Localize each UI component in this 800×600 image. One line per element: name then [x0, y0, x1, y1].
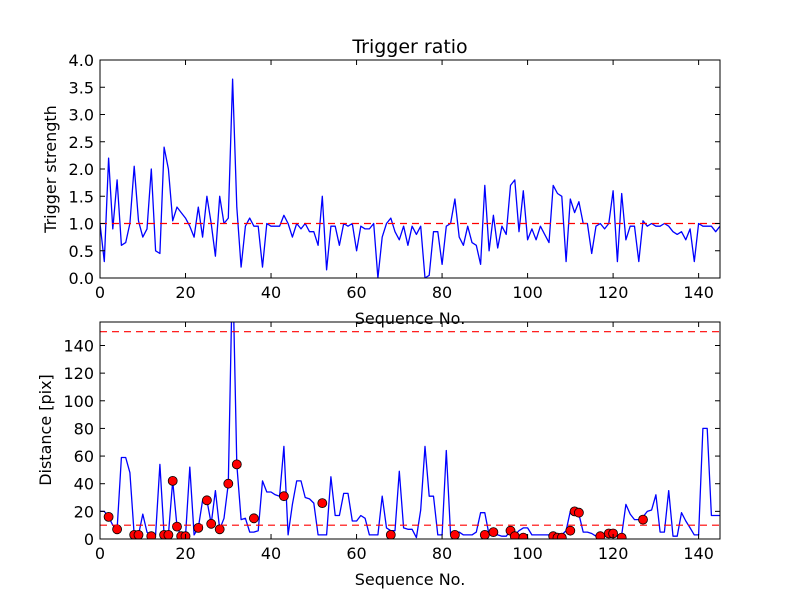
x-tick-label: 120 — [598, 283, 629, 302]
series-group — [100, 322, 720, 539]
data-point — [479, 530, 490, 539]
x-tick-label: 140 — [683, 544, 714, 563]
data-point — [172, 521, 182, 532]
data-point — [574, 507, 584, 518]
data-point — [146, 531, 157, 539]
distance-panel: Distance [pix] Sequence No. 0 20 40 60 80 100… — [36, 321, 721, 589]
x-tick-label: 60 — [346, 544, 366, 563]
data-point — [556, 532, 567, 539]
y-tick-label: 3.5 — [69, 78, 94, 97]
data-point — [167, 475, 178, 486]
y-tick-label: 140 — [63, 336, 94, 355]
data-point — [133, 530, 144, 539]
x-tick-label: 80 — [432, 283, 452, 302]
trigger-ratio-panel: Trigger ratio Trigger strength Sequence … — [41, 36, 721, 328]
x-tick-label: 20 — [175, 544, 195, 563]
y-tick-label: 3.0 — [69, 106, 94, 125]
axes-frame — [99, 321, 721, 540]
data-point — [201, 495, 212, 506]
y-tick-label: 0.0 — [69, 269, 94, 288]
y-tick-label: 4.0 — [69, 51, 94, 70]
series-line — [100, 78, 720, 278]
x-tick-label: 40 — [261, 544, 281, 563]
y-tick-label: 1.0 — [69, 215, 94, 234]
y-tick-label: 0 — [84, 530, 94, 549]
y-tick-label: 120 — [63, 364, 94, 383]
y-axis-label: Distance [pix] — [36, 374, 55, 486]
y-tick-label: 20 — [74, 502, 94, 521]
plot-area: 0 20 40 60 80 100 120 140 0 20 40 60 80 100 120 140 — [63, 321, 721, 563]
data-point — [103, 512, 114, 522]
y-tick-label: 60 — [74, 447, 94, 466]
data-point — [450, 530, 460, 539]
y-tick-label: 80 — [74, 419, 94, 438]
y-tick-label: 100 — [63, 392, 94, 411]
data-point — [112, 524, 122, 535]
plot-area: 0 20 40 60 80 100 120 140 0.0 0.5 1.0 1.5 2.0 2.5 3.0 3… — [69, 51, 721, 302]
y-tick-label: 2.5 — [69, 133, 94, 152]
y-tick-label: 40 — [74, 475, 94, 494]
x-tick-label: 100 — [512, 544, 543, 563]
x-tick-label: 120 — [598, 544, 629, 563]
x-tick-label: 0 — [95, 544, 105, 563]
x-tick-label: 60 — [346, 283, 366, 302]
data-point — [231, 459, 242, 470]
x-tick-label: 140 — [683, 283, 714, 302]
x-tick-label: 40 — [261, 283, 281, 302]
x-axis-label: Sequence No. — [355, 570, 466, 589]
x-tick-label: 0 — [95, 283, 105, 302]
x-tick-label: 80 — [432, 544, 452, 563]
data-point — [565, 525, 576, 536]
y-tick-label: 1.5 — [69, 187, 94, 206]
data-point — [163, 530, 174, 539]
y-tick-label: 0.5 — [69, 242, 94, 261]
data-point — [317, 498, 328, 509]
series-group — [100, 78, 720, 278]
chart-title: Trigger ratio — [351, 36, 467, 58]
y-axis-label: Trigger strength — [41, 105, 60, 234]
data-point — [385, 530, 396, 539]
x-tick-label: 100 — [512, 283, 543, 302]
data-point — [206, 518, 217, 529]
x-axis-label: Sequence No. — [355, 309, 466, 328]
y-tick-label: 2.0 — [69, 160, 94, 179]
x-tick-label: 20 — [175, 283, 195, 302]
data-point — [616, 532, 627, 539]
data-point — [248, 513, 259, 524]
data-point — [638, 514, 648, 525]
data-point — [488, 527, 499, 537]
data-point — [223, 478, 234, 489]
data-point — [214, 524, 225, 535]
data-point — [278, 491, 289, 502]
